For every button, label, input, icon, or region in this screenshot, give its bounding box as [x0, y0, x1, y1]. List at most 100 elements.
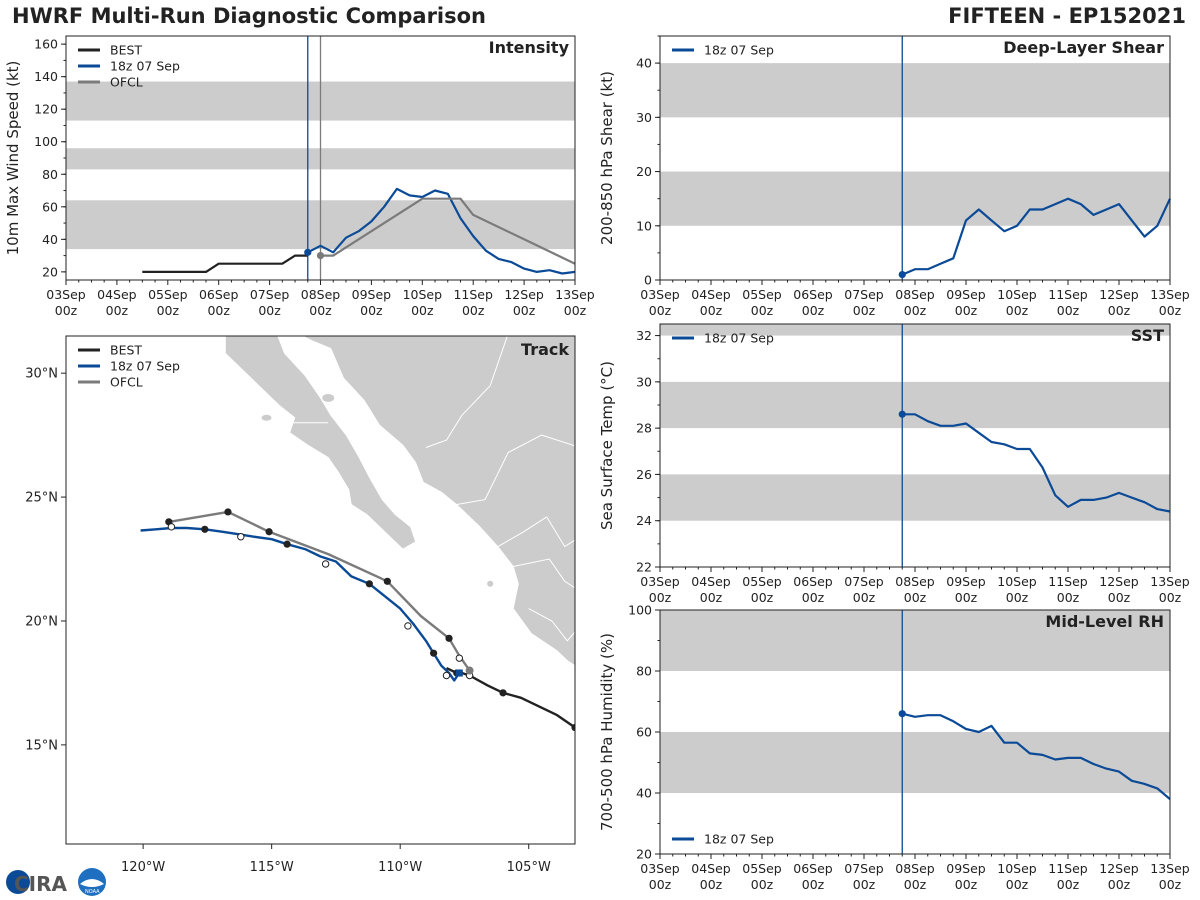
x-tick-label: 13Sep	[1150, 861, 1190, 876]
x-tick-label: 00z	[904, 590, 927, 605]
x-tick-label: 00z	[700, 303, 723, 318]
x-tick-label: 06Sep	[199, 287, 239, 302]
x-tick-label: 00z	[751, 303, 774, 318]
track-point	[571, 723, 575, 732]
track-point	[265, 528, 273, 536]
track-line-best	[445, 667, 575, 729]
x-tick-label: 00z	[802, 303, 825, 318]
island	[487, 580, 494, 587]
ofcl-start-marker	[465, 666, 474, 675]
x-tick-label: 00z	[309, 303, 332, 318]
x-tick-label: 11Sep	[1048, 574, 1088, 589]
x-tick-label: 03Sep	[640, 287, 680, 302]
land-mass	[225, 336, 575, 667]
y-tick-label: 20°N	[25, 614, 58, 629]
series-line-best	[142, 254, 308, 273]
track-point	[321, 560, 330, 568]
x-tick-label: 115°W	[250, 860, 294, 875]
x-tick-label: 13Sep	[1150, 574, 1190, 589]
x-tick-label: 00z	[649, 303, 672, 318]
track-point	[237, 533, 245, 541]
series-line-run	[902, 413, 1171, 513]
track-point	[383, 577, 391, 585]
x-tick-label: 00z	[258, 303, 281, 318]
x-tick-label: 07Sep	[250, 287, 290, 302]
threshold-band	[660, 171, 1170, 226]
panel-title: Deep-Layer Shear	[1003, 38, 1164, 57]
series-line-run	[902, 712, 1171, 800]
state-border	[497, 516, 547, 548]
x-tick-label: 00z	[700, 877, 723, 892]
panel-intensity: 03Sep00z04Sep00z05Sep00z06Sep00z07Sep00z…	[4, 35, 595, 318]
threshold-band	[660, 732, 1170, 793]
track-point	[201, 525, 209, 533]
state-border	[456, 434, 575, 505]
x-tick-label: 00z	[1006, 303, 1029, 318]
x-tick-label: 00z	[1006, 590, 1029, 605]
x-tick-label: 03Sep	[46, 287, 86, 302]
y-tick-label: 100	[628, 603, 652, 618]
x-tick-label: 00z	[360, 303, 383, 318]
track-point	[365, 580, 373, 588]
y-tick-label: 10	[636, 218, 652, 233]
x-tick-label: 00z	[1057, 877, 1080, 892]
cira-logo-globe-icon	[6, 870, 30, 894]
x-tick-label: 00z	[1108, 877, 1131, 892]
legend-label: 18z 07 Sep	[704, 331, 774, 346]
plot-frame	[65, 335, 576, 845]
x-tick-label: 12Sep	[1099, 861, 1139, 876]
y-tick-label: 40	[636, 56, 652, 71]
x-tick-label: 13Sep	[555, 287, 595, 302]
track-line-run	[140, 526, 461, 682]
x-tick-label: 00z	[904, 303, 927, 318]
x-tick-label: 00z	[1108, 590, 1131, 605]
threshold-band	[660, 63, 1170, 118]
noaa-logo-bird-icon	[80, 879, 104, 887]
panel-title: SST	[1131, 326, 1164, 345]
y-tick-label: 20	[636, 164, 652, 179]
x-tick-label: 03Sep	[640, 861, 680, 876]
x-tick-label: 04Sep	[691, 574, 731, 589]
track-point	[499, 689, 507, 697]
x-tick-label: 11Sep	[453, 287, 493, 302]
y-tick-label: 25°N	[25, 491, 58, 506]
x-tick-label: 00z	[853, 303, 876, 318]
series-line-ofcl	[320, 197, 576, 265]
x-tick-label: 10Sep	[403, 287, 443, 302]
data-point	[898, 710, 906, 718]
y-tick-label: 80	[42, 167, 58, 182]
x-tick-label: 00z	[1057, 590, 1080, 605]
track-point	[167, 523, 176, 531]
y-tick-label: 20	[636, 847, 652, 862]
x-tick-label: 10Sep	[997, 287, 1037, 302]
x-tick-label: 13Sep	[1150, 287, 1190, 302]
x-tick-label: 00z	[853, 877, 876, 892]
x-tick-label: 00z	[55, 303, 78, 318]
y-tick-label: 24	[636, 513, 652, 528]
noaa-logo-text: NOAA	[85, 889, 100, 895]
island	[322, 393, 335, 402]
x-tick-label: 09Sep	[352, 287, 392, 302]
x-tick-label: 00z	[649, 877, 672, 892]
x-tick-label: 07Sep	[844, 287, 884, 302]
x-tick-label: 00z	[207, 303, 230, 318]
track-point	[283, 540, 291, 548]
y-tick-label: 100	[34, 134, 58, 149]
threshold-band	[660, 324, 1170, 336]
y-tick-label: 22	[636, 560, 652, 575]
y-tick-label: 60	[636, 725, 652, 740]
y-tick-label: 140	[34, 69, 58, 84]
x-tick-label: 00z	[955, 303, 978, 318]
threshold-band	[660, 474, 1170, 521]
y-tick-label: 30	[636, 374, 652, 389]
x-tick-label: 12Sep	[504, 287, 544, 302]
x-tick-label: 00z	[802, 877, 825, 892]
panel-title: Track	[521, 340, 569, 359]
track-point	[445, 634, 453, 642]
run-start-marker	[455, 669, 463, 677]
y-tick-label: 40	[636, 786, 652, 801]
legend-label: BEST	[110, 343, 142, 358]
panel-title: Intensity	[489, 38, 570, 57]
x-tick-label: 08Sep	[895, 861, 935, 876]
